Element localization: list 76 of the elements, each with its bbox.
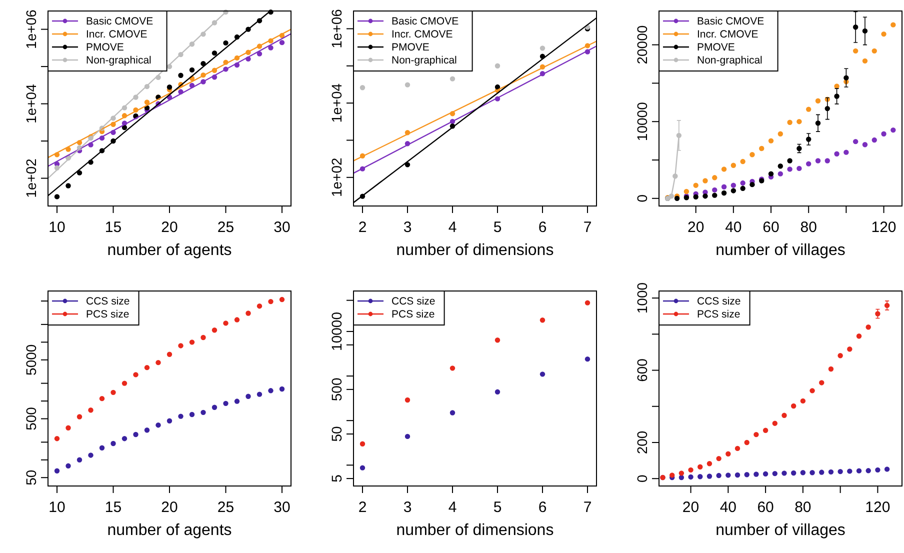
x-tick-label: 120	[865, 499, 890, 516]
legend-label: Basic CMOVE	[392, 16, 459, 28]
x-axis-title: number of villages	[716, 522, 846, 539]
y-tick-label: 0	[634, 194, 650, 202]
y-tick-label: 10000	[328, 312, 344, 351]
legend-label: PCS size	[697, 308, 740, 320]
y-tick-label: 5	[328, 474, 344, 482]
y-tick-label: 1e+04	[328, 83, 344, 123]
x-tick-label: 7	[583, 499, 592, 516]
x-axis-title: number of dimensions	[396, 242, 554, 259]
x-tick-label: 60	[757, 499, 774, 516]
x-tick-label: 3	[403, 499, 412, 516]
x-tick-label: 5	[493, 219, 502, 236]
legend-label: PCS size	[392, 308, 435, 320]
x-tick-label: 6	[538, 219, 547, 236]
legend-label: Non-graphical	[86, 54, 152, 66]
y-tick-label: 0	[634, 474, 650, 482]
legend-label: Basic CMOVE	[697, 16, 764, 28]
legend-label: Incr. CMOVE	[392, 28, 453, 40]
y-tick-label: 50	[23, 470, 39, 486]
x-tick-label: 80	[794, 499, 812, 516]
y-tick-label: 600	[634, 358, 650, 382]
x-tick-label: 4	[448, 499, 457, 516]
y-tick-label: 20000	[634, 25, 650, 64]
legend-label: Basic CMOVE	[86, 16, 154, 28]
x-tick-label: 30	[274, 499, 290, 516]
x-tick-label: 2	[358, 499, 367, 516]
x-axis-title: number of villages	[716, 242, 846, 259]
x-tick-label: 20	[161, 219, 178, 236]
x-tick-label: 10	[48, 499, 66, 516]
x-tick-label: 80	[800, 219, 817, 236]
x-tick-label: 40	[725, 219, 742, 236]
y-tick-label: 5000	[23, 344, 39, 376]
x-axis-title: number of agents	[107, 522, 232, 539]
x-axis-title: number of agents	[107, 242, 232, 259]
x-tick-label: 3	[403, 219, 412, 236]
x-tick-label: 5	[493, 499, 502, 516]
legend-label: PMOVE	[392, 42, 430, 54]
x-tick-label: 7	[583, 219, 592, 236]
y-tick-label: 1e+02	[328, 158, 344, 198]
legend-label: Non-graphical	[392, 54, 457, 66]
legend-label: CCS size	[86, 296, 130, 308]
y-tick-label: 200	[634, 430, 650, 454]
x-tick-label: 2	[358, 219, 367, 236]
y-tick-label: 1e+04	[23, 84, 39, 124]
x-tick-label: 20	[682, 499, 700, 516]
x-tick-label: 25	[217, 219, 234, 236]
legend-label: PMOVE	[86, 42, 124, 54]
x-tick-label: 40	[720, 499, 737, 516]
y-tick-label: 50	[328, 426, 344, 442]
y-tick-label: 1e+06	[328, 8, 344, 48]
legend-label: CCS size	[697, 296, 741, 308]
y-tick-label: 10000	[634, 102, 650, 142]
legend-label: PMOVE	[697, 42, 735, 54]
x-tick-label: 10	[48, 219, 66, 236]
y-tick-label: 1e+06	[23, 9, 39, 49]
y-tick-label: 1000	[634, 282, 650, 314]
x-tick-label: 20	[687, 219, 704, 236]
x-tick-label: 20	[161, 499, 178, 516]
x-tick-label: 120	[871, 219, 896, 236]
x-tick-label: 15	[104, 219, 122, 236]
legend-label: Incr. CMOVE	[86, 28, 148, 40]
legend-label: Incr. CMOVE	[697, 28, 758, 40]
y-tick-label: 1e+02	[23, 158, 39, 198]
y-tick-label: 500	[328, 378, 344, 402]
x-tick-label: 25	[217, 499, 234, 516]
x-tick-label: 6	[538, 499, 547, 516]
y-tick-label: 500	[23, 406, 39, 430]
legend-label: Non-graphical	[697, 54, 762, 66]
x-axis-title: number of dimensions	[396, 522, 554, 539]
legend-label: CCS size	[392, 296, 436, 308]
legend-label: PCS size	[86, 308, 130, 320]
x-tick-label: 15	[104, 499, 122, 516]
x-tick-label: 4	[448, 219, 457, 236]
x-tick-label: 30	[274, 219, 290, 236]
x-tick-label: 60	[762, 219, 780, 236]
